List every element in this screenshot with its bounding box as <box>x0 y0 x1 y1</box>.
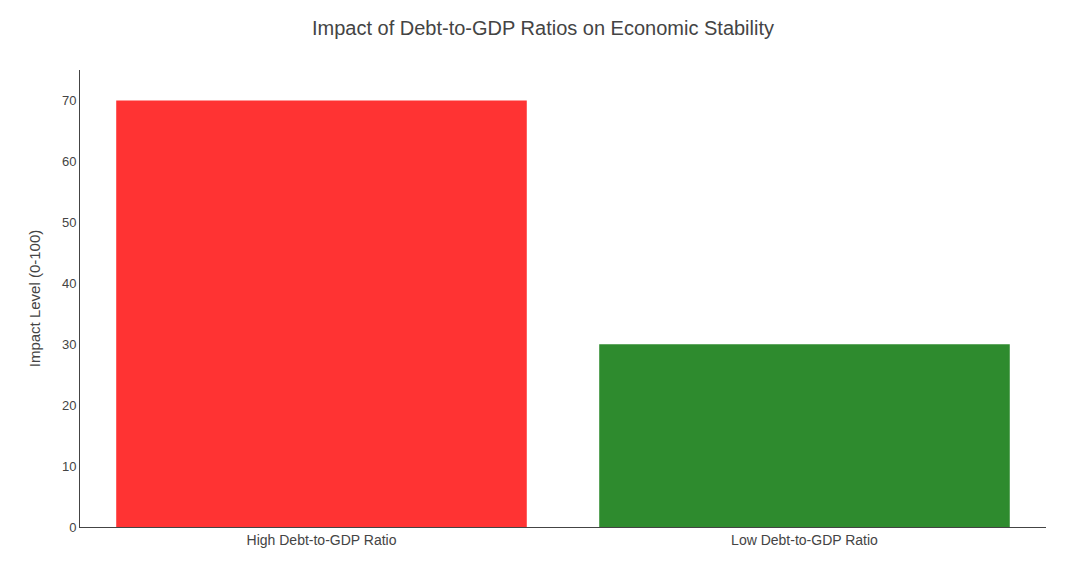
svg-text:High Debt-to-GDP Ratio: High Debt-to-GDP Ratio <box>247 532 397 548</box>
svg-text:30: 30 <box>62 337 76 352</box>
svg-text:40: 40 <box>62 276 76 291</box>
svg-text:Impact Level (0-100): Impact Level (0-100) <box>26 230 43 368</box>
svg-text:20: 20 <box>62 398 76 413</box>
svg-text:60: 60 <box>62 154 76 169</box>
svg-text:50: 50 <box>62 215 76 230</box>
svg-text:Impact of Debt-to-GDP Ratios o: Impact of Debt-to-GDP Ratios on Economic… <box>312 17 774 39</box>
svg-text:70: 70 <box>62 93 76 108</box>
svg-text:0: 0 <box>69 520 76 535</box>
svg-text:10: 10 <box>62 459 76 474</box>
svg-text:Low Debt-to-GDP Ratio: Low Debt-to-GDP Ratio <box>731 532 878 548</box>
